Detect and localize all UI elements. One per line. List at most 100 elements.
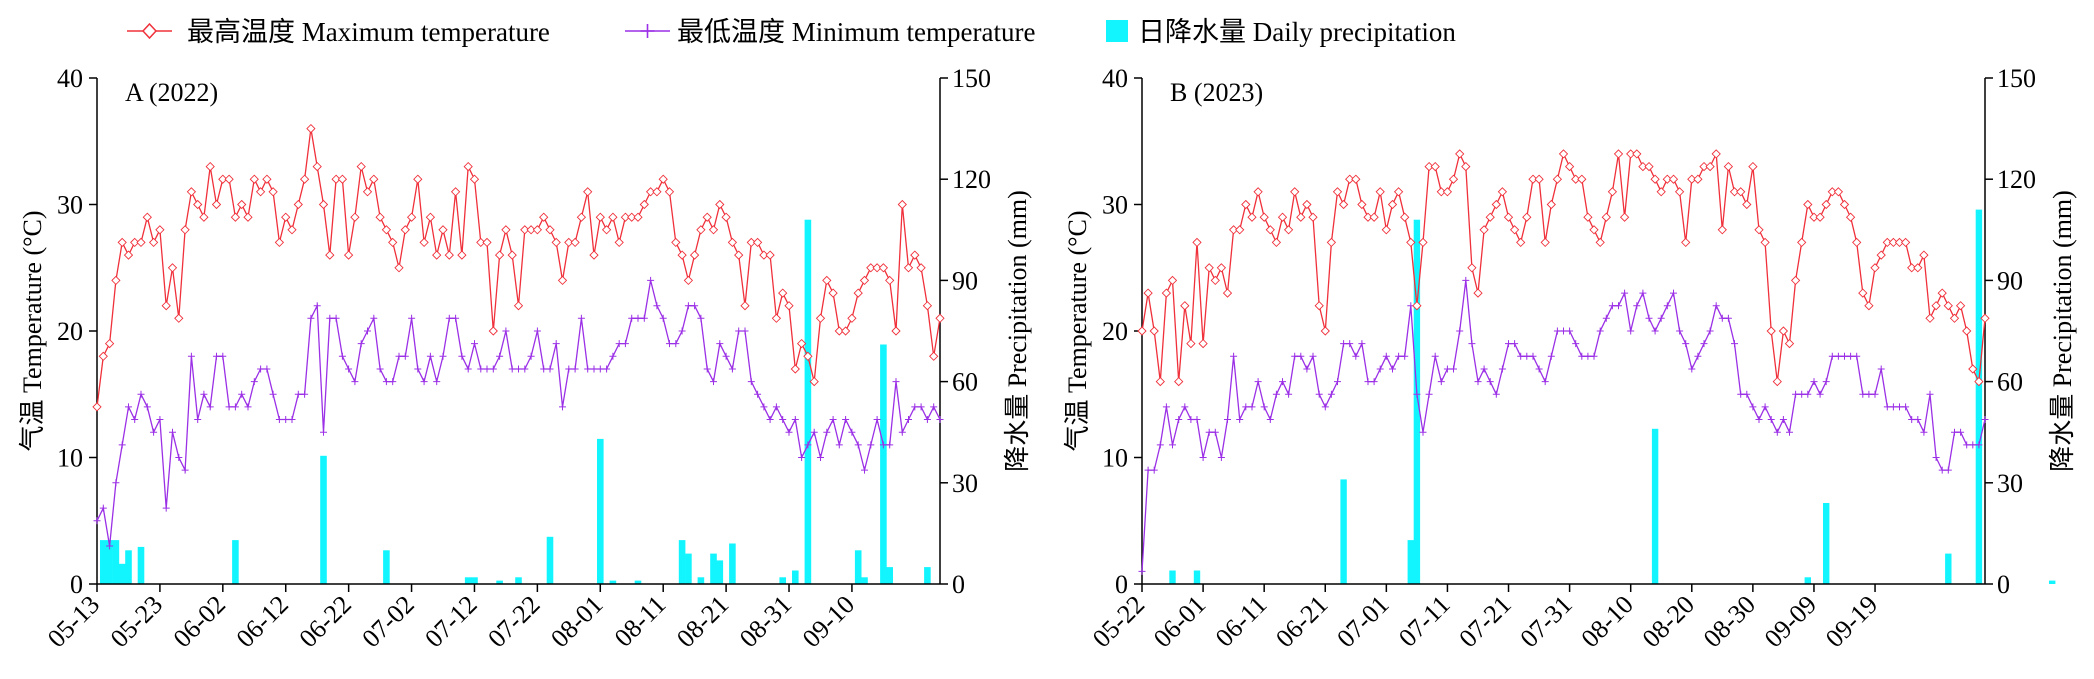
min-temp-point-a-28 bbox=[269, 390, 277, 398]
max-temp-point-a-51 bbox=[413, 174, 423, 184]
min-temp-point-b-36 bbox=[1358, 340, 1366, 348]
min-temp-point-a-94 bbox=[684, 302, 692, 310]
min-temp-point-b-134 bbox=[1957, 428, 1965, 436]
max-temp-point-b-46 bbox=[1418, 237, 1428, 248]
max-temp-point-b-11 bbox=[1204, 263, 1214, 273]
precip-bar-a-9 bbox=[464, 577, 472, 584]
max-temp-point-b-61 bbox=[1509, 225, 1520, 235]
max-temp-point-a-128 bbox=[897, 199, 907, 210]
min-temp-point-a-17 bbox=[200, 390, 208, 398]
min-temp-point-a-44 bbox=[370, 314, 378, 322]
max-temp-point-a-35 bbox=[312, 161, 322, 172]
panel-title-a: A (2022) bbox=[125, 78, 218, 107]
max-temp-point-a-105 bbox=[752, 237, 763, 248]
max-temp-point-a-22 bbox=[230, 212, 241, 222]
min-temp-point-a-29 bbox=[275, 416, 283, 423]
min-temp-point-b-98 bbox=[1737, 390, 1745, 398]
max-temp-point-b-47 bbox=[1424, 161, 1434, 172]
max-temp-point-b-85 bbox=[1656, 187, 1666, 197]
min-temp-point-b-17 bbox=[1242, 403, 1250, 411]
max-temp-point-b-68 bbox=[1552, 174, 1563, 184]
precip-bar-a-24 bbox=[792, 570, 799, 584]
max-temp-point-b-10 bbox=[1198, 338, 1208, 349]
min-temp-point-a-19 bbox=[213, 352, 220, 360]
min-temp-point-a-123 bbox=[867, 441, 875, 449]
min-temp-point-a-11 bbox=[162, 504, 170, 512]
legend-entry-max-temperature: 最高温度 Maximum temperature bbox=[127, 17, 550, 47]
max-temp-point-a-11 bbox=[161, 301, 171, 311]
min-temp-point-b-107 bbox=[1792, 390, 1800, 398]
min-temp-point-a-91 bbox=[666, 340, 673, 348]
y-tick-label-right-a-2: 60 bbox=[952, 368, 978, 397]
max-temp-point-b-118 bbox=[1858, 288, 1868, 298]
min-temp-point-a-46 bbox=[382, 378, 390, 386]
max-temp-point-b-119 bbox=[1864, 301, 1874, 311]
min-temp-point-b-99 bbox=[1743, 390, 1751, 398]
max-temp-point-a-116 bbox=[822, 275, 832, 286]
max-temp-point-b-29 bbox=[1314, 301, 1324, 311]
max-temp-point-a-27 bbox=[262, 174, 272, 184]
max-temp-point-a-118 bbox=[834, 326, 844, 336]
max-temp-point-b-75 bbox=[1595, 237, 1605, 248]
max-temp-point-a-30 bbox=[281, 212, 291, 222]
max-temp-point-a-84 bbox=[620, 212, 631, 222]
max-temp-point-b-3 bbox=[1155, 376, 1165, 387]
max-temp-point-b-100 bbox=[1748, 161, 1758, 172]
min-temp-point-a-132 bbox=[923, 416, 931, 423]
min-temp-point-a-2 bbox=[106, 542, 114, 550]
max-temp-point-a-120 bbox=[847, 313, 857, 323]
max-temp-point-b-128 bbox=[1919, 250, 1929, 260]
max-temp-point-a-7 bbox=[136, 237, 146, 248]
y-tick-label-left-a-1: 10 bbox=[57, 444, 83, 473]
max-temp-point-b-40 bbox=[1381, 225, 1391, 235]
max-temp-point-b-60 bbox=[1503, 212, 1514, 222]
min-temp-point-b-89 bbox=[1682, 340, 1690, 348]
max-temp-point-a-106 bbox=[759, 250, 769, 260]
max-temp-point-a-82 bbox=[608, 212, 618, 222]
min-temp-point-b-125 bbox=[1902, 403, 1910, 411]
precip-bar-a-21 bbox=[716, 560, 724, 584]
min-temp-point-b-72 bbox=[1578, 352, 1586, 360]
min-temp-point-b-111 bbox=[1816, 390, 1824, 398]
min-temp-point-b-138 bbox=[1981, 416, 1989, 423]
min-temp-point-b-29 bbox=[1315, 390, 1323, 398]
min-temp-point-b-25 bbox=[1291, 352, 1299, 360]
min-temp-point-a-69 bbox=[527, 352, 535, 360]
max-temp-point-a-115 bbox=[815, 313, 826, 323]
min-temp-point-a-68 bbox=[521, 365, 529, 373]
min-temp-point-b-104 bbox=[1773, 428, 1781, 436]
min-temp-point-b-105 bbox=[1779, 416, 1787, 423]
max-temp-point-a-42 bbox=[356, 161, 366, 172]
max-temp-point-a-1 bbox=[98, 351, 108, 361]
precip-bar-b-1 bbox=[1193, 570, 1201, 584]
precip-bar-a-1 bbox=[106, 540, 113, 584]
min-temp-point-b-115 bbox=[1841, 352, 1848, 360]
min-temp-point-a-48 bbox=[395, 352, 403, 360]
max-temp-point-b-62 bbox=[1516, 237, 1526, 248]
min-temp-point-b-76 bbox=[1602, 314, 1610, 322]
min-temp-point-b-137 bbox=[1975, 441, 1983, 449]
y-axis-label-right-a: 降水量 Precipitation (mm) bbox=[1003, 190, 1032, 472]
max-temp-point-b-71 bbox=[1571, 174, 1581, 184]
y-tick-label-left-a-3: 30 bbox=[57, 191, 83, 220]
max-temp-point-b-80 bbox=[1626, 149, 1636, 159]
min-temp-point-a-114 bbox=[810, 428, 818, 436]
max-temp-point-b-95 bbox=[1717, 225, 1727, 235]
max-temp-point-a-83 bbox=[614, 237, 624, 248]
precip-bar-a-5 bbox=[137, 546, 145, 584]
max-temp-point-a-79 bbox=[589, 250, 599, 260]
max-temp-point-a-125 bbox=[878, 263, 889, 273]
min-temp-point-b-128 bbox=[1920, 428, 1928, 436]
min-temp-point-b-84 bbox=[1651, 327, 1659, 335]
precip-bar-b-4 bbox=[1413, 219, 1421, 584]
max-temp-point-a-2 bbox=[104, 338, 115, 349]
max-temp-point-b-129 bbox=[1925, 313, 1935, 323]
max-temp-point-b-135 bbox=[1962, 326, 1972, 336]
min-temp-point-b-64 bbox=[1529, 352, 1537, 360]
max-temp-point-b-1 bbox=[1143, 288, 1153, 298]
min-temp-point-b-9 bbox=[1193, 416, 1201, 423]
max-temp-point-b-132 bbox=[1943, 301, 1953, 311]
min-temp-point-a-129 bbox=[905, 416, 912, 423]
min-temp-point-b-129 bbox=[1926, 390, 1934, 398]
